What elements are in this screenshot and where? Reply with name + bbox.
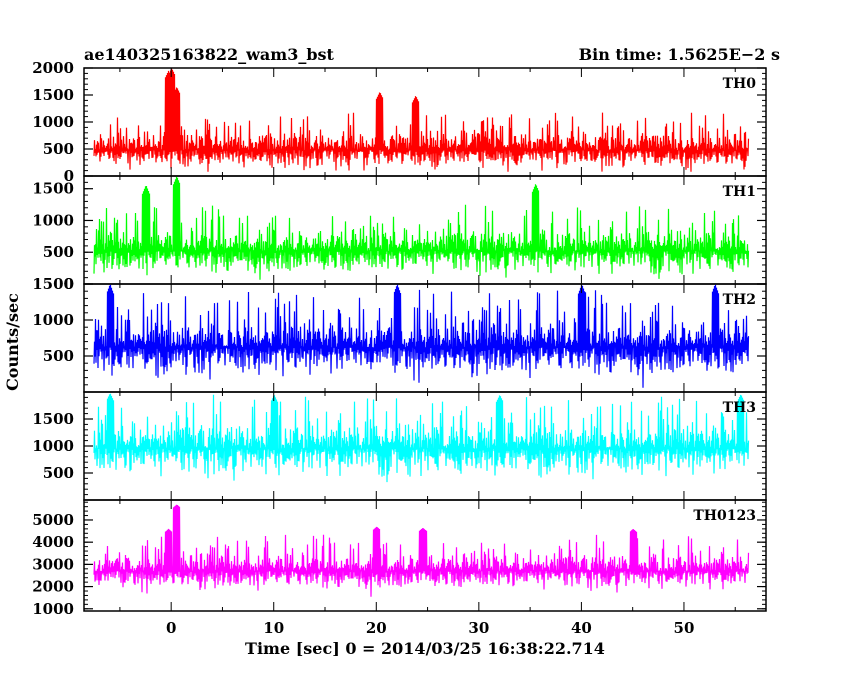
- y-tick-label: 500: [43, 140, 74, 158]
- panel-th0: 0 500 1000 1500 2000 TH0: [32, 59, 767, 185]
- y-tick-label: 2000: [32, 578, 74, 596]
- y-axis-label: Counts/sec: [3, 293, 22, 391]
- panel-label-th0: TH0: [723, 76, 757, 92]
- panel-th0123: 1000 2000 3000 4000 5000 TH0123: [32, 499, 767, 618]
- y-tick-label: 1000: [32, 311, 74, 329]
- y-tick-label: 0: [64, 275, 74, 293]
- panel-frame: [83, 175, 767, 285]
- y-tick-label: 1000: [32, 600, 74, 618]
- y-tick-label: 1500: [32, 180, 74, 198]
- panel-label-th1: TH1: [723, 184, 756, 200]
- y-tick-label: 500: [43, 464, 74, 482]
- y-tick-label: 1500: [32, 275, 74, 293]
- x-axis-ticks: 0 10 20 30 40 50: [166, 619, 694, 637]
- x-tick-label: 50: [674, 619, 695, 637]
- x-tick-label: 10: [263, 619, 284, 637]
- y-tick-label: 5000: [32, 511, 74, 529]
- x-tick-label: 40: [571, 619, 592, 637]
- y-tick-label: 500: [43, 243, 74, 261]
- x-axis-label: Time [sec] 0 = 2014/03/25 16:38:22.714: [245, 639, 605, 658]
- y-tick-label: 1000: [32, 437, 74, 455]
- panel-th2: 500 1000 1500 TH2: [32, 275, 767, 393]
- series-th3-trace: [93, 393, 750, 483]
- y-tick-label: 1500: [32, 86, 74, 104]
- x-tick-label: 20: [366, 619, 387, 637]
- y-tick-label: 0: [64, 167, 74, 185]
- series-th2-trace: [93, 284, 750, 388]
- series-th1-trace: [93, 176, 750, 280]
- panels-group: 0 500 1000 1500 2000 TH0 0 500 1000 1500 TH1 500 100…: [32, 59, 767, 618]
- series-th0-trace: [93, 68, 750, 172]
- chart-title: ae140325163822_wam3_bst: [84, 45, 335, 64]
- y-tick-label: 1000: [32, 113, 74, 131]
- panel-label-th2: TH2: [723, 292, 756, 308]
- y-tick-label: 4000: [32, 533, 74, 551]
- x-tick-label: 30: [468, 619, 489, 637]
- panel-label-th3: TH3: [723, 400, 756, 416]
- y-tick-label: 2000: [32, 59, 74, 77]
- x-tick-label: 0: [166, 619, 176, 637]
- y-tick-label: 1500: [32, 410, 74, 428]
- panel-th1: 0 500 1000 1500 TH1: [32, 175, 767, 293]
- y-tick-label: 3000: [32, 555, 74, 573]
- y-tick-label: 1000: [32, 211, 74, 229]
- panel-label-th0123: TH0123: [693, 508, 756, 524]
- panel-th3: 500 1000 1500 TH3: [32, 391, 767, 501]
- series-th0123-trace: [93, 504, 750, 597]
- y-tick-label: 500: [43, 347, 74, 365]
- bin-time-label: Bin time: 1.5625E−2 s: [579, 45, 780, 64]
